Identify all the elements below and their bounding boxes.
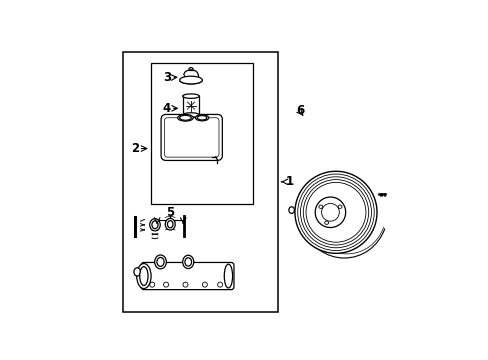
Ellipse shape (149, 219, 160, 231)
Ellipse shape (177, 114, 193, 121)
Ellipse shape (152, 221, 158, 229)
Ellipse shape (183, 94, 199, 98)
Ellipse shape (195, 115, 208, 121)
Ellipse shape (137, 264, 151, 288)
Ellipse shape (337, 205, 341, 208)
Text: 4: 4 (162, 102, 170, 115)
Ellipse shape (183, 113, 199, 117)
Ellipse shape (197, 116, 206, 120)
Ellipse shape (224, 264, 232, 288)
Text: 6: 6 (295, 104, 304, 117)
Text: 2: 2 (130, 142, 139, 155)
Bar (156, 261, 164, 267)
Ellipse shape (134, 268, 140, 276)
Ellipse shape (140, 267, 148, 285)
Ellipse shape (179, 115, 191, 120)
Bar (183, 96, 199, 115)
FancyBboxPatch shape (161, 114, 222, 161)
Ellipse shape (154, 255, 166, 269)
Bar (123, 51, 278, 312)
Text: 1: 1 (285, 175, 294, 188)
Bar (150, 63, 253, 204)
Circle shape (294, 171, 376, 253)
Text: 5: 5 (166, 206, 174, 219)
Ellipse shape (165, 219, 175, 230)
Ellipse shape (179, 76, 202, 84)
Ellipse shape (167, 221, 173, 228)
Ellipse shape (324, 221, 328, 224)
Ellipse shape (184, 258, 191, 266)
Circle shape (315, 197, 345, 228)
Ellipse shape (157, 257, 164, 266)
Ellipse shape (288, 207, 294, 213)
Circle shape (321, 203, 339, 221)
FancyBboxPatch shape (141, 262, 233, 290)
Ellipse shape (183, 255, 193, 269)
Text: 3: 3 (163, 71, 171, 84)
Bar (184, 261, 192, 267)
Ellipse shape (318, 205, 322, 208)
